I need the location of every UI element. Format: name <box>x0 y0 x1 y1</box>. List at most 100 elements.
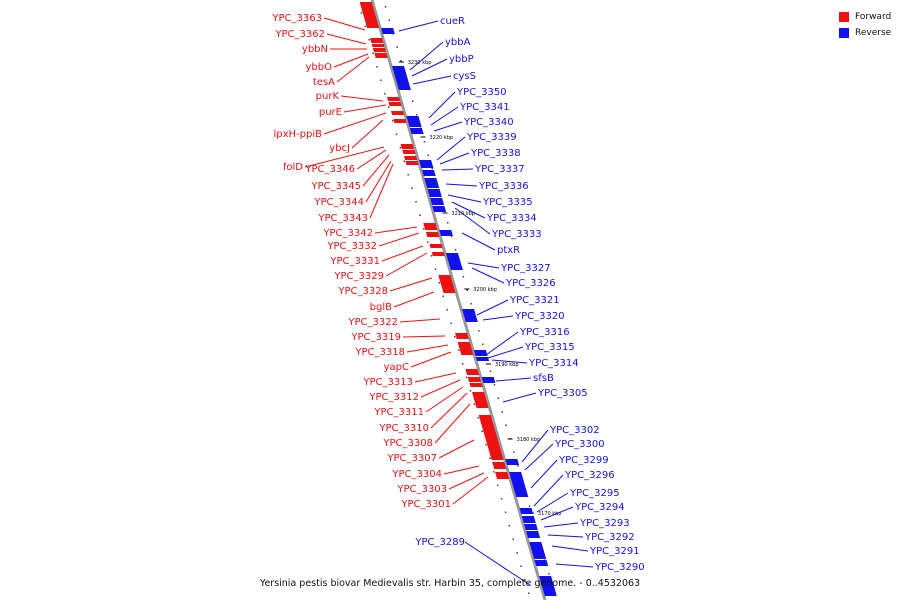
forward-gene-block <box>429 244 443 248</box>
reverse-gene-block <box>539 576 557 596</box>
reverse-gene-label: YPC_3295 <box>569 488 620 499</box>
track-dot <box>508 525 511 527</box>
legend-label-forward: Forward <box>855 11 892 22</box>
reverse-leader-line <box>502 392 537 403</box>
legend: Forward Reverse <box>839 9 891 41</box>
reverse-gene-block <box>521 516 536 523</box>
track-dot <box>407 174 409 176</box>
reverse-gene-label: YPC_3305 <box>537 388 588 399</box>
track-dot <box>512 538 514 540</box>
legend-swatch-reverse <box>839 27 849 38</box>
track-dot <box>458 349 460 351</box>
forward-gene-label: YPC_3329 <box>333 271 384 282</box>
tick-label: 3220 kbp <box>430 135 454 141</box>
forward-gene-label: YPC_3343 <box>317 213 368 224</box>
reverse-gene-label: YPC_3314 <box>528 358 579 369</box>
reverse-gene-label: YPC_3340 <box>463 117 514 128</box>
reverse-gene-label: ptxR <box>497 245 520 256</box>
track-dot <box>438 282 441 284</box>
forward-gene-label: lpxH-ppiB <box>273 129 322 140</box>
reverse-gene-block <box>381 28 395 34</box>
forward-gene-label: YPC_3303 <box>396 484 447 495</box>
track-dot <box>497 484 499 486</box>
forward-leader-line <box>448 472 485 490</box>
reverse-gene-label: YPC_3292 <box>584 532 635 543</box>
reverse-gene-label: YPC_3339 <box>466 132 517 143</box>
track-dot <box>364 25 367 27</box>
reverse-leader-line <box>461 232 496 251</box>
forward-gene-block <box>400 144 414 149</box>
forward-gene-block <box>391 111 405 115</box>
forward-leader-line <box>414 372 457 383</box>
forward-gene-label: YPC_3301 <box>400 499 451 510</box>
legend-label-reverse: Reverse <box>855 27 892 38</box>
track-dot <box>517 465 519 467</box>
reverse-gene-block <box>424 178 440 188</box>
forward-gene-block <box>457 342 474 355</box>
forward-gene-label: YPC_3307 <box>386 453 437 464</box>
track-dot <box>466 289 468 291</box>
track-dot <box>380 79 382 81</box>
track-dot <box>384 93 386 95</box>
reverse-gene-label: YPC_3302 <box>549 425 600 436</box>
reverse-gene-label: YPC_3337 <box>474 164 525 175</box>
reverse-leader-line <box>547 534 584 538</box>
reverse-leader-line <box>533 474 564 507</box>
track-dot <box>368 39 370 41</box>
reverse-gene-block <box>392 66 411 90</box>
forward-gene-label: YPC_3328 <box>337 286 388 297</box>
reverse-gene-block <box>409 128 424 134</box>
forward-leader-line <box>362 154 390 187</box>
track-dot <box>376 66 378 68</box>
reverse-leader-line <box>521 429 549 463</box>
reverse-leader-line <box>398 20 439 32</box>
forward-gene-label: purK <box>316 91 340 102</box>
forward-gene-block <box>387 97 401 101</box>
forward-gene-block <box>359 2 380 28</box>
track-dot <box>461 363 464 365</box>
track-dot <box>447 222 449 224</box>
track-dot <box>470 303 472 305</box>
forward-gene-block <box>372 48 386 52</box>
forward-leader-line <box>389 277 433 292</box>
forward-gene-block <box>388 102 402 106</box>
forward-gene-label: YPC_3342 <box>322 228 373 239</box>
track-dot <box>388 19 391 21</box>
forward-gene-block <box>402 150 416 154</box>
forward-gene-block <box>492 462 507 469</box>
forward-gene-label: YPC_3363 <box>271 13 322 24</box>
reverse-gene-block <box>427 189 442 197</box>
reverse-gene-label: YPC_3315 <box>524 342 575 353</box>
track-dot <box>415 114 418 116</box>
forward-leader-line <box>393 291 435 308</box>
reverse-leader-line <box>530 459 558 489</box>
reverse-leader-line <box>476 299 509 316</box>
reverse-gene-label: YPC_3300 <box>554 439 605 450</box>
forward-gene-block <box>438 275 456 293</box>
reverse-leader-line <box>543 522 579 528</box>
forward-gene-label: YPC_3345 <box>310 181 361 192</box>
forward-gene-label: YPC_3319 <box>350 332 401 343</box>
forward-gene-label: bglB <box>370 302 392 313</box>
track-dot <box>504 511 507 513</box>
track-dot <box>423 228 425 230</box>
forward-gene-block <box>393 119 407 123</box>
reverse-leader-line <box>412 75 452 85</box>
track-dot <box>493 384 496 386</box>
track-dot <box>469 390 472 392</box>
forward-leader-line <box>323 112 387 135</box>
reverse-leader-line <box>524 443 554 471</box>
reverse-leader-line <box>454 207 491 235</box>
reverse-leader-line <box>441 168 474 171</box>
forward-gene-block <box>370 38 384 43</box>
forward-gene-block <box>469 383 483 387</box>
reverse-gene-label: ybbA <box>445 37 471 48</box>
reverse-leader-line <box>409 41 444 71</box>
reverse-leader-line <box>451 201 486 219</box>
forward-leader-line <box>333 53 369 68</box>
track-dot <box>528 592 530 594</box>
reverse-leader-line <box>433 121 463 132</box>
forward-leader-line <box>323 17 366 31</box>
reverse-gene-label: YPC_3316 <box>519 327 570 338</box>
